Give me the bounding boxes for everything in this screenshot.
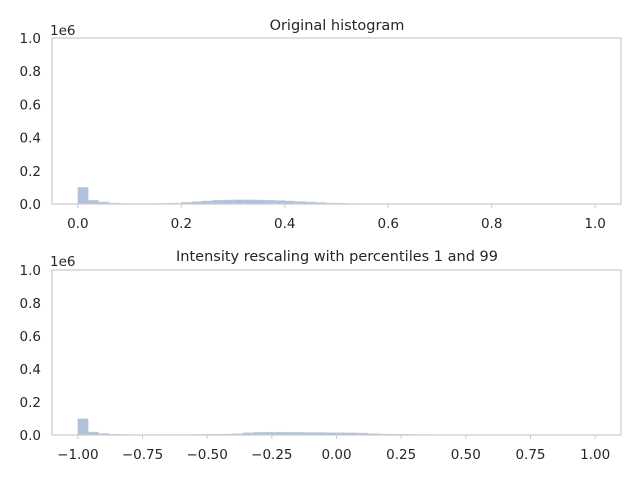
y-tick-label: 0.2: [20, 164, 41, 180]
x-axis-ticks: 0.0 0.2 0.4 0.6 0.8 1.0: [67, 204, 606, 232]
plot-area-frame: [51, 37, 622, 205]
x-tick-label: −0.25: [251, 447, 292, 463]
y-tick-label: 0.6: [20, 329, 41, 345]
histogram-bar: [77, 187, 89, 205]
x-tick-label: 0.4: [274, 216, 295, 232]
x-tick-label: 0.50: [451, 447, 481, 463]
x-tick-label: −0.75: [122, 447, 163, 463]
histogram-bars: [77, 187, 596, 205]
y-tick-label: 0.6: [20, 97, 41, 113]
x-tick-label: 1.00: [580, 447, 610, 463]
x-tick-label: −1.00: [57, 447, 98, 463]
y-offset-label: 1e6: [50, 254, 75, 270]
y-tick-label: 0.0: [20, 197, 41, 213]
y-tick-label: 0.8: [20, 296, 41, 312]
y-axis-ticks: 0.0 0.2 0.4 0.6 0.8 1.0: [20, 263, 41, 444]
x-tick-label: 0.0: [67, 216, 88, 232]
x-tick-label: 0.00: [321, 447, 351, 463]
y-offset-label: 1e6: [50, 23, 75, 39]
histogram-panel-rescaled: Intensity rescaling with percentiles 1 a…: [20, 249, 622, 463]
x-tick-label: 0.8: [481, 216, 502, 232]
y-tick-label: 0.2: [20, 395, 41, 411]
x-tick-label: 0.25: [386, 447, 416, 463]
y-tick-label: 0.8: [20, 64, 41, 80]
x-axis-ticks: −1.00 −0.75 −0.50 −0.25 0.00 0.25 0.50 0.75 1.00: [57, 435, 610, 463]
chart-title: Intensity rescaling with percentiles 1 a…: [176, 249, 498, 265]
y-tick-label: 0.4: [20, 131, 41, 147]
x-tick-label: 0.75: [515, 447, 545, 463]
x-tick-label: 1.0: [584, 216, 605, 232]
y-tick-label: 0.4: [20, 362, 41, 378]
y-tick-label: 1.0: [20, 263, 41, 279]
plot-area-frame: [51, 269, 622, 436]
histogram-bars: [77, 418, 596, 436]
x-tick-label: 0.6: [377, 216, 398, 232]
histogram-bar: [77, 418, 89, 436]
x-tick-label: −0.50: [186, 447, 227, 463]
chart-title: Original histogram: [270, 18, 405, 34]
x-tick-label: 0.2: [171, 216, 192, 232]
y-axis-ticks: 0.0 0.2 0.4 0.6 0.8 1.0: [20, 31, 41, 213]
y-tick-label: 1.0: [20, 31, 41, 47]
y-tick-label: 0.0: [20, 428, 41, 444]
histogram-panel-original: Original histogram 1e6 0.0 0.2 0.4 0.6 0.8 1.…: [20, 18, 622, 232]
